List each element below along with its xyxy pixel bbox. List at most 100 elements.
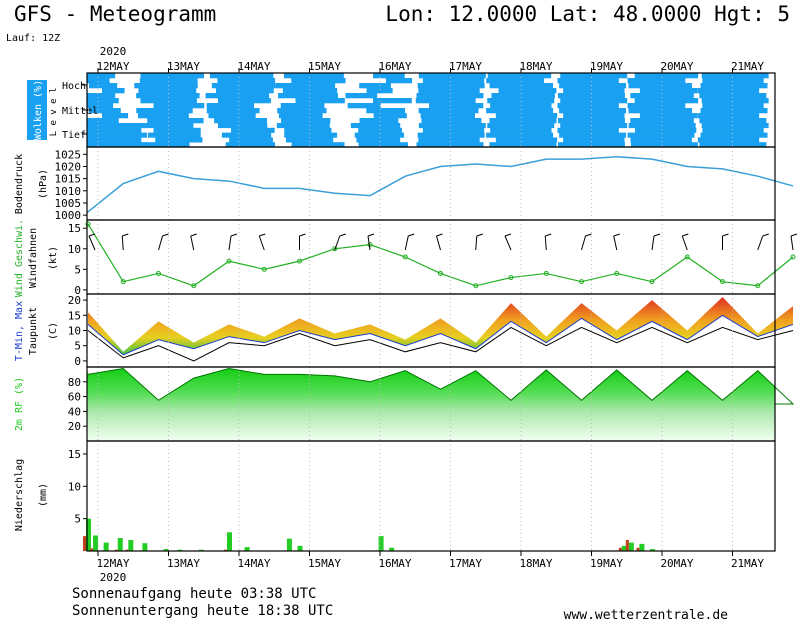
wind-ylabel: Wind Geschwi. xyxy=(14,219,25,297)
precip-conv-bar xyxy=(224,549,227,551)
wind-barb-flag xyxy=(162,233,169,237)
humidity-line xyxy=(87,367,795,405)
xtick-top-label: 12MAY xyxy=(96,60,129,73)
cloud-cell xyxy=(418,88,480,94)
precip-unit: (mm) xyxy=(38,483,49,507)
cloud-cell xyxy=(417,132,485,138)
sunset-text: Sonnenuntergang heute 18:38 UTC xyxy=(72,603,334,619)
cloud-cell xyxy=(278,93,338,99)
xtick-bottom-label: 20MAY xyxy=(660,557,693,570)
year-label-bottom: 2020 xyxy=(100,571,127,584)
cloud-cell xyxy=(630,142,698,148)
cloud-cell xyxy=(366,88,393,94)
cloud-cell xyxy=(559,108,627,114)
pressure-line xyxy=(86,155,794,214)
cloud-cell xyxy=(421,118,482,124)
page-title: GFS - Meteogramm xyxy=(14,2,217,26)
temp-unit: (C) xyxy=(48,322,59,340)
wind-barb xyxy=(651,235,655,251)
cloud-cell xyxy=(491,93,555,99)
panel-frame xyxy=(86,440,776,552)
cloud-cell xyxy=(557,127,619,133)
cloud-cell xyxy=(418,73,486,79)
precip-conv-bar xyxy=(83,536,86,551)
wind-speed-point xyxy=(755,283,761,289)
wind-barb-flag xyxy=(230,233,238,237)
wind-speed-point xyxy=(85,221,91,227)
cloud-cell xyxy=(359,118,399,124)
sunrise-text: Sonnenaufgang heute 03:38 UTC xyxy=(72,586,317,602)
xtick-top-label: 20MAY xyxy=(660,60,693,73)
temp-ytick-label: 0 xyxy=(74,355,81,368)
cloud-cell xyxy=(627,103,686,109)
precip-bar xyxy=(378,536,384,551)
pressure-ytick-label: 1020 xyxy=(55,160,82,173)
xtick-bottom-label: 17MAY xyxy=(449,557,482,570)
wind-barb xyxy=(190,235,195,251)
cloud-cell xyxy=(415,98,476,104)
pressure-ytick-label: 1015 xyxy=(55,173,82,186)
cloud-cell xyxy=(281,118,331,124)
precip-conv-bar xyxy=(125,549,129,551)
xtick-top-label: 21MAY xyxy=(731,60,764,73)
cloud-cell xyxy=(560,123,628,129)
dewpoint-line xyxy=(87,326,794,362)
xtick-top-label: 18MAY xyxy=(519,60,552,73)
cloud-cell xyxy=(285,137,334,143)
wind-barb-flag xyxy=(299,233,306,237)
cloud-cell xyxy=(701,73,769,79)
cloud-cell xyxy=(153,127,201,133)
cloud-cell xyxy=(697,113,760,119)
wind-ylabel2: Windfahnen xyxy=(28,228,39,288)
wind-barb xyxy=(544,235,547,251)
cloud-cell xyxy=(350,123,401,129)
credit-link[interactable]: www.wetterzentrale.de xyxy=(563,608,728,623)
precip-bar xyxy=(628,542,634,551)
cloud-cell xyxy=(489,118,557,124)
cloud-cell xyxy=(560,98,628,104)
cloud-cell xyxy=(627,78,686,84)
wind-barb xyxy=(228,235,232,251)
cloud-cell xyxy=(206,103,254,109)
xtick-top-label: 15MAY xyxy=(308,60,341,73)
precip-conv-bar xyxy=(636,547,640,551)
cloud-cell xyxy=(559,132,627,138)
cloud-cell xyxy=(102,88,125,94)
cloud-cell xyxy=(282,88,338,94)
cloud-cell xyxy=(700,108,768,114)
cloud-cell xyxy=(87,73,116,79)
panel-frame xyxy=(86,219,776,295)
cloud-cell xyxy=(487,73,552,79)
cloud-cell xyxy=(218,98,271,104)
xtick-top-label: 14MAY xyxy=(237,60,270,73)
temp-ytick-label: 20 xyxy=(68,294,81,307)
cloud-cell xyxy=(630,93,694,99)
cloud-cell xyxy=(418,137,480,143)
wind-barb-flag xyxy=(504,233,512,237)
cloud-cell xyxy=(87,123,147,129)
wind-speed-point xyxy=(120,279,126,285)
temp-range-area xyxy=(88,297,793,355)
wind-barb xyxy=(581,235,586,251)
cloud-cell xyxy=(217,78,276,84)
rh-ytick-label: 40 xyxy=(68,405,81,418)
cloud-cell xyxy=(136,142,190,148)
wind-ytick-label: 5 xyxy=(74,263,81,276)
cloud-cell xyxy=(153,103,205,109)
cloud-cell xyxy=(486,108,554,114)
wind-speed-point xyxy=(473,283,479,289)
wind-barb-flag xyxy=(259,233,266,237)
wind-unit: (kt) xyxy=(48,246,59,270)
temp-ylabel: T-Min, Max xyxy=(14,301,25,361)
wind-barb-flag xyxy=(88,233,96,237)
xtick-bottom-label: 14MAY xyxy=(237,557,270,570)
cloud-cell xyxy=(102,113,129,119)
wind-speed-line xyxy=(87,223,794,287)
precip-bar xyxy=(286,538,292,551)
wind-speed-point xyxy=(438,270,443,276)
cloud-cell xyxy=(639,113,698,119)
cloud-cell xyxy=(634,98,699,104)
cloud-cell xyxy=(277,108,327,114)
cloud-cell xyxy=(557,103,619,109)
cloud-cell xyxy=(639,88,698,94)
